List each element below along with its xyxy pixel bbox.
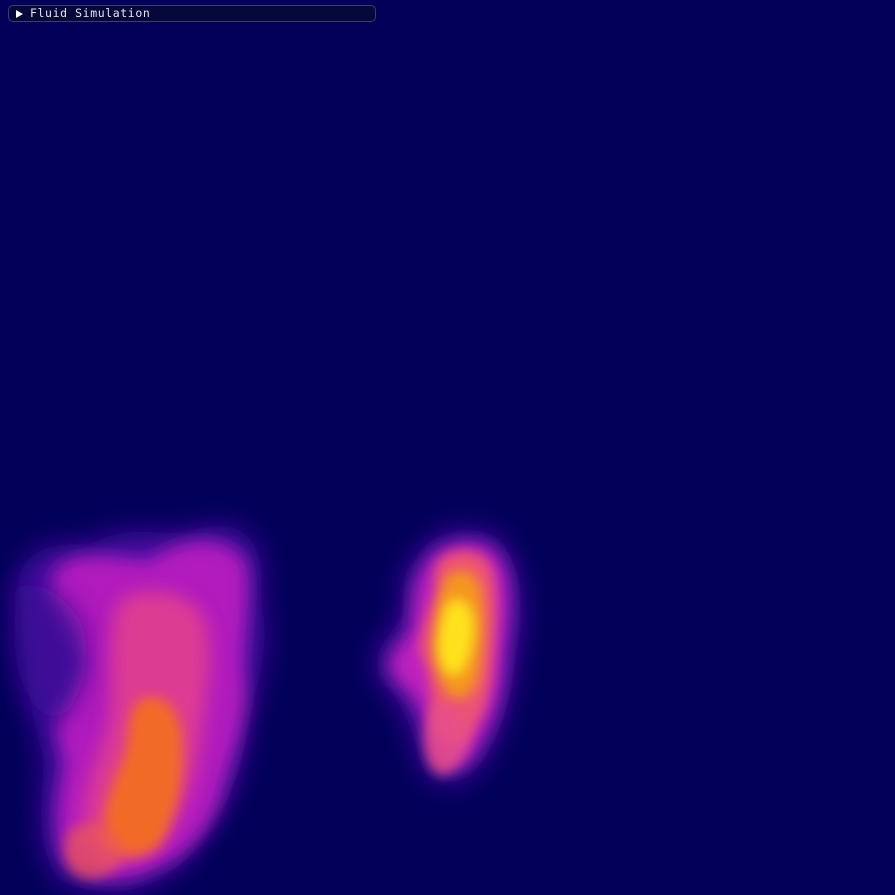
triangle-right-icon[interactable] xyxy=(16,9,23,18)
fluid-simulation-panel-header[interactable]: Fluid Simulation xyxy=(8,5,376,22)
left-plume xyxy=(15,525,265,892)
right-plume xyxy=(375,529,522,784)
panel-title: Fluid Simulation xyxy=(30,6,151,20)
